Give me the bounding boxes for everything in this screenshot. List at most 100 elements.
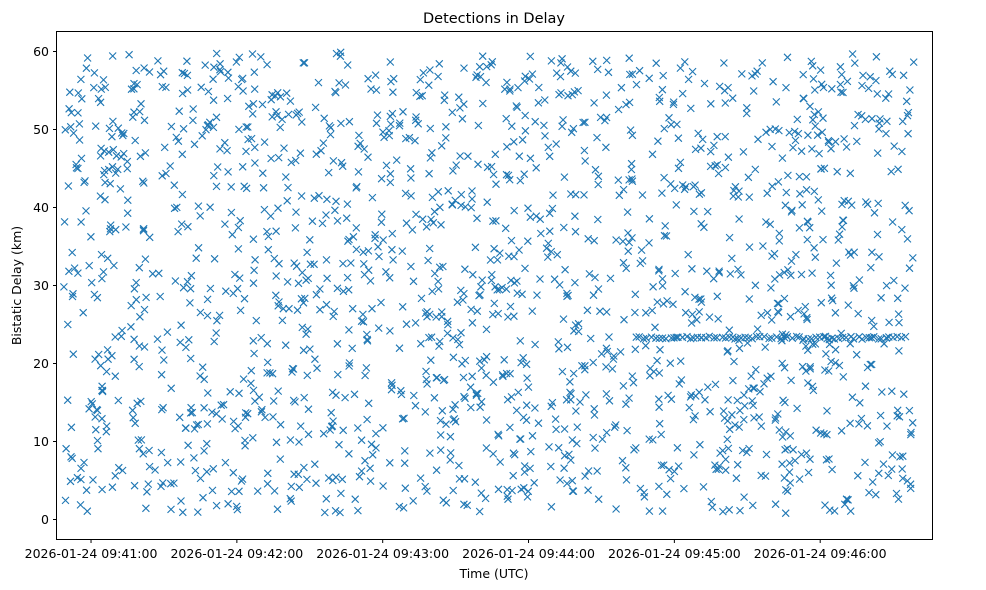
- scatter-point: [760, 332, 769, 341]
- scatter-point: [548, 398, 557, 407]
- scatter-point: [883, 422, 891, 430]
- scatter-point: [192, 421, 201, 429]
- scatter-point: [213, 316, 221, 325]
- scatter-point: [329, 417, 337, 425]
- scatter-point: [224, 499, 232, 508]
- scatter-point: [374, 324, 383, 332]
- scatter-point: [548, 204, 557, 213]
- scatter-point: [355, 131, 363, 140]
- scatter-point: [231, 270, 239, 279]
- scatter-point: [628, 175, 636, 183]
- scatter-point: [368, 193, 377, 202]
- scatter-point: [623, 426, 631, 435]
- scatter-point: [87, 397, 96, 406]
- scatter-point: [361, 456, 369, 465]
- scatter-point: [251, 159, 259, 167]
- scatter-point: [647, 333, 656, 341]
- scatter-point: [852, 350, 861, 359]
- scatter-point: [190, 454, 198, 462]
- scatter-point: [303, 248, 311, 257]
- scatter-point: [823, 430, 831, 439]
- scatter-point: [784, 171, 792, 180]
- scatter-point: [443, 329, 452, 338]
- scatter-point: [821, 501, 829, 509]
- scatter-point: [598, 435, 607, 443]
- scatter-point: [669, 98, 678, 106]
- scatter-point: [874, 199, 883, 208]
- scatter-point: [724, 346, 732, 355]
- scatter-point: [543, 253, 552, 261]
- scatter-point: [436, 203, 444, 212]
- scatter-point: [606, 274, 615, 283]
- scatter-point: [675, 380, 684, 388]
- scatter-point: [806, 102, 814, 111]
- scatter-point: [436, 431, 445, 439]
- scatter-point: [744, 173, 753, 182]
- scatter-point: [819, 114, 827, 123]
- scatter-point: [619, 185, 628, 194]
- scatter-point: [74, 269, 82, 277]
- scatter-point: [239, 375, 248, 383]
- scatter-point: [101, 195, 109, 204]
- scatter-point: [509, 137, 518, 146]
- scatter-point: [872, 52, 881, 61]
- scatter-point: [742, 109, 751, 118]
- scatter-point: [772, 98, 781, 106]
- scatter-point: [310, 194, 319, 203]
- scatter-point: [297, 192, 306, 200]
- scatter-point: [366, 277, 375, 285]
- scatter-point: [762, 128, 770, 137]
- scatter-point: [198, 131, 207, 140]
- scatter-point: [354, 168, 363, 176]
- scatter-point: [566, 388, 574, 397]
- scatter-point: [894, 165, 902, 174]
- scatter-point: [398, 302, 407, 311]
- scatter-point: [117, 153, 126, 161]
- scatter-point: [906, 430, 915, 439]
- scatter-point: [221, 458, 230, 467]
- scatter-point: [209, 96, 218, 105]
- scatter-point: [536, 215, 545, 224]
- scatter-point: [319, 429, 328, 438]
- scatter-point: [536, 229, 545, 238]
- scatter-point: [735, 344, 744, 353]
- scatter-point: [128, 113, 137, 122]
- scatter-point: [216, 67, 225, 76]
- scatter-point: [781, 445, 789, 454]
- scatter-point: [337, 489, 345, 498]
- scatter-point: [815, 149, 823, 158]
- scatter-point: [82, 486, 91, 495]
- scatter-point: [64, 182, 73, 190]
- scatter-point: [602, 143, 610, 152]
- scatter-point: [449, 486, 458, 495]
- scatter-point: [625, 394, 633, 402]
- scatter-point: [559, 315, 568, 323]
- scatter-point: [473, 307, 482, 316]
- scatter-point: [620, 315, 628, 324]
- scatter-point: [77, 75, 85, 84]
- scatter-point: [257, 333, 266, 342]
- scatter-point: [710, 333, 718, 342]
- scatter-point: [74, 89, 83, 97]
- scatter-point: [305, 235, 314, 244]
- scatter-point: [322, 256, 331, 264]
- scatter-point: [258, 405, 266, 414]
- scatter-point: [295, 438, 303, 446]
- scatter-point: [142, 504, 150, 513]
- scatter-point: [843, 77, 852, 86]
- scatter-point: [637, 246, 646, 254]
- scatter-point: [720, 59, 728, 67]
- scatter-point: [832, 259, 841, 267]
- scatter-point: [748, 397, 757, 405]
- scatter-point: [273, 111, 281, 120]
- scatter-point: [659, 71, 668, 80]
- scatter-point: [65, 88, 74, 97]
- scatter-point: [516, 337, 525, 345]
- scatter-point: [140, 64, 148, 72]
- scatter-point: [672, 201, 681, 209]
- scatter-point: [167, 505, 175, 514]
- scatter-point: [183, 71, 192, 80]
- scatter-point: [209, 123, 218, 132]
- scatter-point: [242, 123, 251, 131]
- scatter-point: [540, 121, 548, 130]
